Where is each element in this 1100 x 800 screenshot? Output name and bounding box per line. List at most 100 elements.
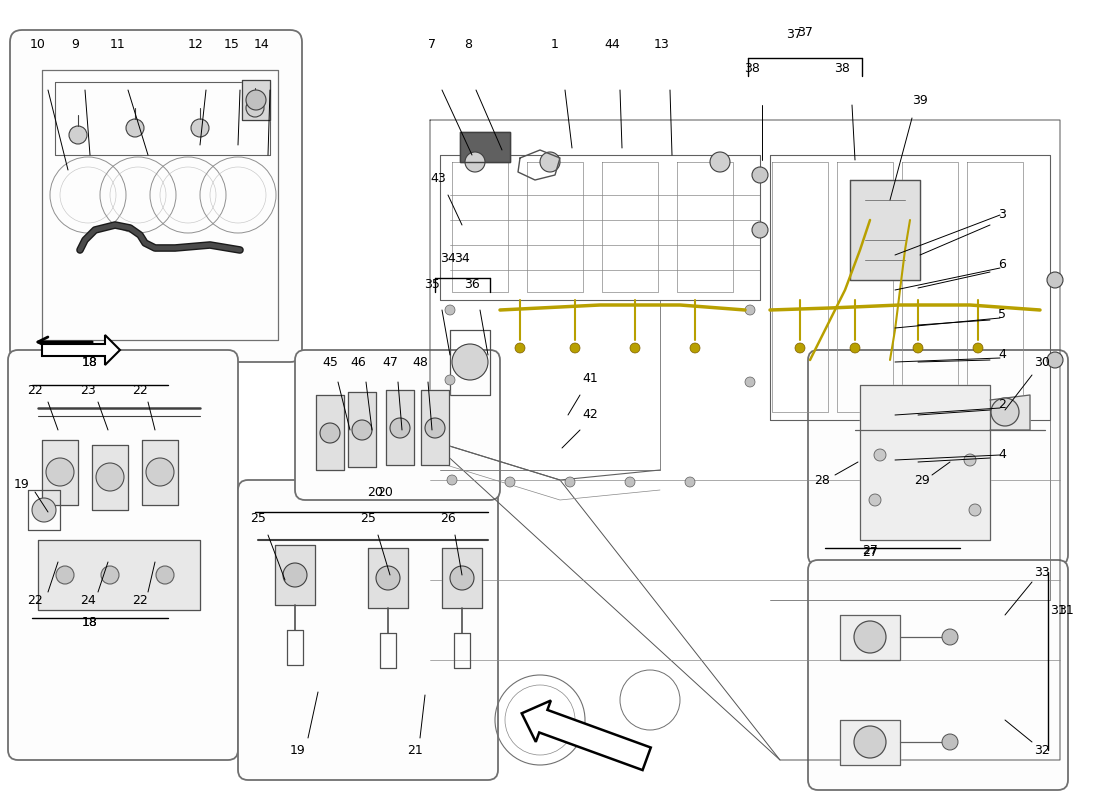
Circle shape — [1047, 352, 1063, 368]
Polygon shape — [348, 392, 376, 467]
Text: 22: 22 — [28, 594, 43, 606]
Circle shape — [964, 454, 976, 466]
Circle shape — [425, 418, 446, 438]
Circle shape — [710, 152, 730, 172]
Text: 12: 12 — [188, 38, 204, 51]
Text: 2: 2 — [998, 398, 1005, 411]
Polygon shape — [460, 132, 510, 162]
Circle shape — [685, 477, 695, 487]
Circle shape — [32, 498, 56, 522]
Polygon shape — [92, 445, 128, 510]
FancyBboxPatch shape — [238, 480, 498, 780]
Text: 21: 21 — [407, 743, 422, 757]
Circle shape — [745, 377, 755, 387]
Circle shape — [752, 167, 768, 183]
Text: 38: 38 — [834, 62, 850, 74]
Circle shape — [565, 477, 575, 487]
Text: 42: 42 — [582, 409, 598, 422]
Text: 9: 9 — [72, 38, 79, 51]
Text: 34: 34 — [440, 251, 455, 265]
Text: 8: 8 — [464, 38, 472, 51]
Circle shape — [101, 566, 119, 584]
Text: 27: 27 — [862, 543, 878, 557]
Circle shape — [854, 621, 886, 653]
Circle shape — [991, 398, 1019, 426]
Text: 18: 18 — [82, 615, 98, 629]
Text: 11: 11 — [110, 38, 125, 51]
Text: 44: 44 — [604, 38, 620, 51]
Circle shape — [1047, 272, 1063, 288]
Circle shape — [126, 119, 144, 137]
Text: 7: 7 — [428, 38, 436, 51]
Text: 22: 22 — [132, 383, 147, 397]
Circle shape — [191, 119, 209, 137]
Text: 28: 28 — [814, 474, 829, 486]
Circle shape — [69, 126, 87, 144]
Polygon shape — [521, 701, 651, 770]
Polygon shape — [442, 548, 482, 608]
FancyBboxPatch shape — [808, 350, 1068, 565]
Text: a partion: a partion — [257, 496, 483, 544]
Text: 20: 20 — [377, 486, 393, 498]
Text: 22: 22 — [132, 594, 147, 606]
Polygon shape — [39, 540, 200, 610]
Text: 18: 18 — [82, 355, 98, 369]
Circle shape — [874, 449, 886, 461]
Text: 15: 15 — [224, 38, 240, 51]
Text: 30: 30 — [1034, 355, 1049, 369]
Circle shape — [376, 566, 400, 590]
Circle shape — [156, 566, 174, 584]
Circle shape — [942, 629, 958, 645]
Text: 47: 47 — [382, 355, 398, 369]
Polygon shape — [42, 440, 78, 505]
Circle shape — [146, 458, 174, 486]
Circle shape — [515, 343, 525, 353]
Text: 20: 20 — [367, 486, 383, 498]
Text: 24: 24 — [80, 594, 96, 606]
Polygon shape — [316, 395, 344, 470]
Text: 10: 10 — [30, 38, 46, 51]
Text: 22: 22 — [28, 383, 43, 397]
Text: 48: 48 — [412, 355, 428, 369]
Polygon shape — [142, 440, 178, 505]
Text: 32: 32 — [1034, 743, 1049, 757]
Circle shape — [56, 566, 74, 584]
FancyBboxPatch shape — [8, 350, 238, 760]
Text: 43: 43 — [430, 171, 446, 185]
Circle shape — [869, 494, 881, 506]
Text: 4: 4 — [998, 349, 1005, 362]
Text: 46: 46 — [350, 355, 366, 369]
Polygon shape — [421, 390, 449, 465]
Text: 27: 27 — [862, 546, 878, 558]
Text: 18: 18 — [82, 615, 98, 629]
Text: 5: 5 — [998, 309, 1006, 322]
Text: 25: 25 — [360, 511, 376, 525]
Text: 26: 26 — [440, 511, 455, 525]
Polygon shape — [368, 548, 408, 608]
Polygon shape — [860, 385, 990, 540]
FancyBboxPatch shape — [10, 30, 302, 362]
Circle shape — [447, 475, 456, 485]
Circle shape — [690, 343, 700, 353]
FancyBboxPatch shape — [295, 350, 500, 500]
Text: 18: 18 — [82, 355, 98, 369]
Text: 19: 19 — [14, 478, 30, 491]
Text: 25: 25 — [250, 511, 266, 525]
Text: 85: 85 — [811, 562, 949, 658]
Circle shape — [625, 477, 635, 487]
Circle shape — [96, 463, 124, 491]
Text: 33: 33 — [1034, 566, 1049, 578]
Circle shape — [283, 563, 307, 587]
Circle shape — [446, 305, 455, 315]
Text: 38: 38 — [744, 62, 760, 74]
Circle shape — [974, 343, 983, 353]
Circle shape — [352, 420, 372, 440]
Text: 31: 31 — [1058, 603, 1074, 617]
Circle shape — [969, 504, 981, 516]
Text: 31: 31 — [1050, 603, 1066, 617]
Circle shape — [446, 375, 455, 385]
Circle shape — [450, 566, 474, 590]
Text: 41: 41 — [582, 371, 598, 385]
Text: 23: 23 — [80, 383, 96, 397]
Circle shape — [452, 344, 488, 380]
